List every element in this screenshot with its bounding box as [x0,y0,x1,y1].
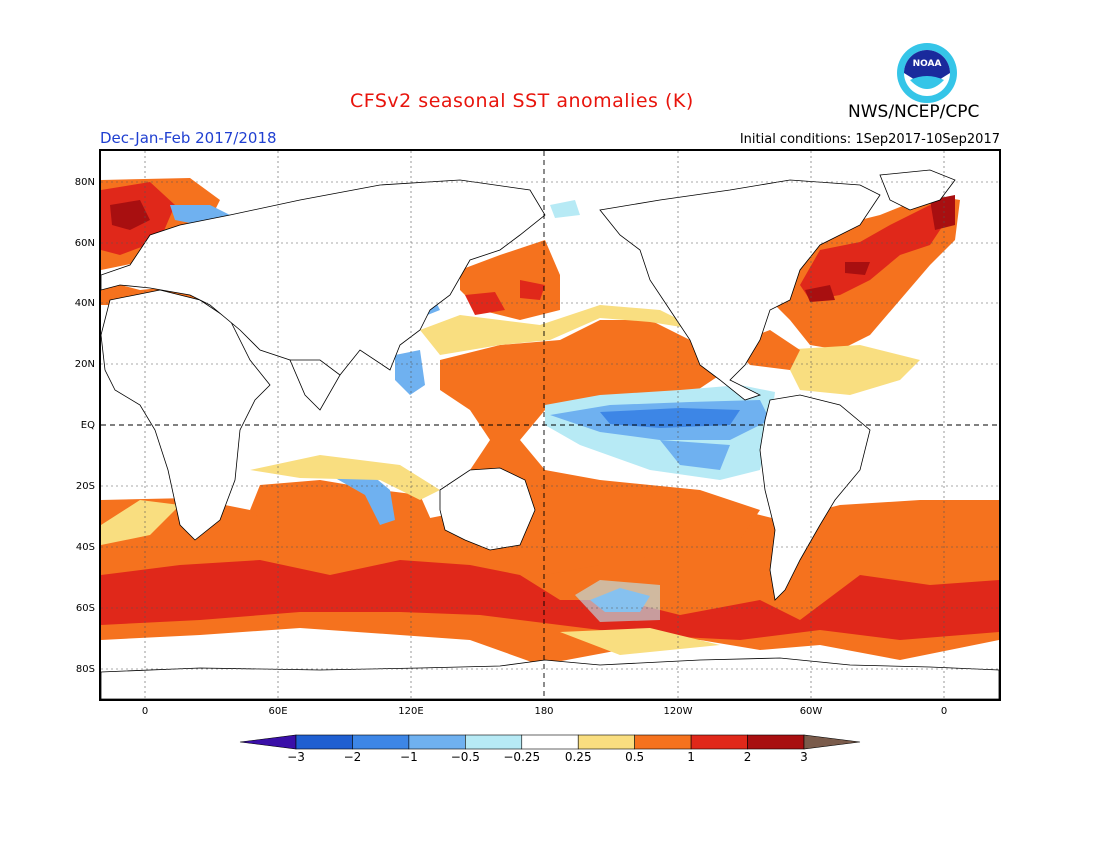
lon-label: 0 [941,706,947,717]
lon-label: 60W [800,706,823,717]
southern-ocean-strong-warm [101,560,999,640]
indian-ocean-light [250,455,440,500]
north-atlantic-strong-warm [800,205,950,300]
colorbar-segment [747,734,805,750]
colorbar-tick-label: 3 [800,750,808,764]
australia-outline [439,467,536,551]
colorbar-segment [577,734,635,750]
lon-label: 120W [664,706,693,717]
map-frame [99,149,1001,701]
arctic-pacific-cool [550,200,580,218]
equator-dateline [101,151,999,699]
colorbar-upper-extension [803,734,861,750]
colorbar-segment [408,734,466,750]
map-title: CFSv2 seasonal SST anomalies (K) [350,90,694,112]
north-pacific-strong-warm [465,280,545,315]
graticule [101,151,999,699]
equatorial-pacific-cool-strong [600,408,740,428]
lat-label: 40S [76,542,95,553]
noaa-logo-text: NOAA [913,59,942,69]
indian-ocean-warm [250,480,440,560]
lon-label: 60E [268,706,287,717]
season-label: Dec-Jan-Feb 2017/2018 [100,129,277,147]
colorbar-tick-label: 0.5 [625,750,644,764]
colorbar-segment [521,734,579,750]
greenland-outline [879,169,956,211]
colorbar-tick-label: −1 [400,750,418,764]
north-pacific-light-warm [420,305,700,355]
colorbar: −3 −2 −1 −0.5 −0.25 0.25 0.5 1 2 3 [239,734,861,764]
colorbar-segment [634,734,692,750]
noaa-logo: NOAA [897,43,957,103]
initial-conditions-label: Initial conditions: 1Sep2017-10Sep2017 [739,132,1000,147]
lat-label: 20S [76,481,95,492]
north-atlantic-very-warm [805,195,955,302]
agency-label: NWS/NCEP/CPC [848,102,980,122]
antarctica-outline [101,657,999,699]
colorbar-segment [465,734,523,750]
continent-outlines [101,169,999,699]
lon-label: 180 [534,706,553,717]
lat-label: 40N [75,298,95,309]
lat-label: 20N [75,359,95,370]
colorbar-lower-extension [239,734,297,750]
india-outline [289,359,341,411]
colorbar-tick-label: 1 [687,750,695,764]
arctic-europe-very-warm [110,200,150,230]
colorbar-tick-label: −0.25 [503,750,540,764]
west-pacific-cool [395,290,440,395]
latitude-labels: 80N 60N 40N 20N EQ 20S 40S 60S 80S [75,177,95,675]
colorbar-tick-label: 2 [744,750,752,764]
lat-label: 60N [75,238,95,249]
colorbar-segment [690,734,748,750]
lon-label: 120E [398,706,423,717]
north-america-outline [599,179,881,401]
longitude-labels: 0 60E 120E 180 120W 60W 0 [142,706,947,717]
colorbar-tick-label: 0.25 [565,750,592,764]
lat-label: 80N [75,177,95,188]
lon-label: 0 [142,706,148,717]
colorbar-tick-label: −3 [287,750,305,764]
lat-label: 80S [76,664,95,675]
colorbar-segment [295,734,353,750]
colorbar-tick-label: −0.5 [451,750,480,764]
lat-label: EQ [81,420,95,431]
colorbar-segment [352,734,410,750]
south-america-outline [759,394,871,601]
lat-label: 60S [76,603,95,614]
atlantic-light [780,345,920,395]
eurasia-outline [101,179,546,381]
colorbar-tick-label: −2 [344,750,362,764]
south-pacific-cool-halo [575,580,660,622]
